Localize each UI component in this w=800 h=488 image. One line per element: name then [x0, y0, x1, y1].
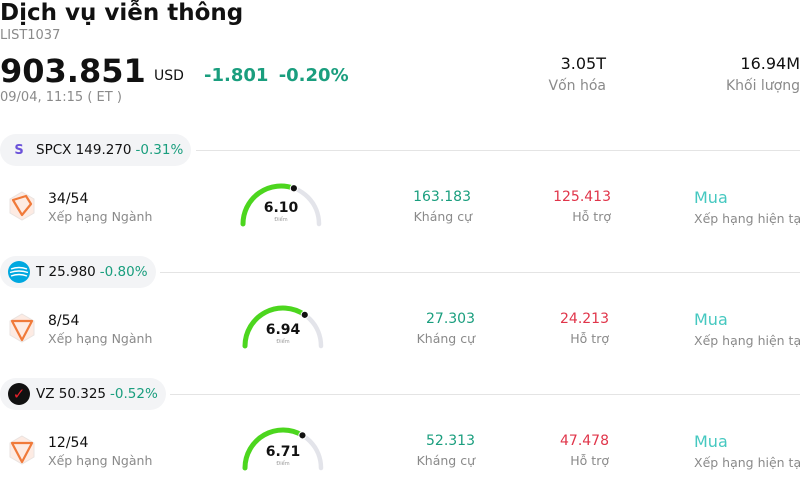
- gauge-score-label: Điểm: [276, 338, 289, 345]
- resistance-label: Kháng cự: [416, 453, 475, 468]
- gauge-score-value: 6.10: [264, 200, 299, 216]
- support-value: 125.413: [553, 189, 611, 205]
- rating-value: Mua: [694, 188, 728, 207]
- industry-rank-label: Xếp hạng Ngành: [48, 331, 153, 346]
- support-label: Hỗ trợ: [572, 209, 611, 224]
- price-change: -1.801 -0.20%: [204, 65, 349, 86]
- gauge-fill: [242, 427, 305, 471]
- industry-rank-icon: [9, 313, 35, 343]
- resistance-value: 52.313: [426, 433, 475, 449]
- stock-card[interactable]: S SPCX 149.270 -0.31% 34/54 Xếp hạng Ngà…: [0, 134, 800, 256]
- stock-symbol-price: SPCX 149.270: [36, 142, 132, 158]
- divider: [196, 150, 800, 151]
- gauge-indicator-dot: [300, 310, 309, 319]
- divider: [160, 272, 800, 273]
- change-value: -1.801: [204, 65, 269, 86]
- market-cap-label: Vốn hóa: [548, 78, 606, 94]
- support-label: Hỗ trợ: [570, 331, 609, 346]
- resistance-label: Kháng cự: [416, 331, 475, 346]
- industry-rank-label: Xếp hạng Ngành: [48, 453, 153, 468]
- stock-pill[interactable]: S SPCX 149.270 -0.31%: [0, 134, 192, 166]
- stock-pill[interactable]: T 25.980 -0.80%: [0, 256, 156, 288]
- rating-label: Xếp hạng hiện tại: [694, 455, 800, 470]
- att-globe-icon: [9, 262, 29, 282]
- spcx-logo-icon: S: [14, 142, 24, 158]
- support-label: Hỗ trợ: [570, 453, 609, 468]
- gauge-fill: [240, 183, 297, 227]
- price-currency: USD: [154, 68, 184, 84]
- price-timestamp: 09/04, 11:15 ( ET ): [0, 90, 122, 105]
- divider: [170, 394, 800, 395]
- market-cap-value: 3.05T: [560, 54, 606, 73]
- index-code: LIST1037: [0, 28, 61, 43]
- change-percent: -0.20%: [278, 65, 349, 86]
- gauge-score-value: 6.94: [266, 322, 301, 338]
- stock-change-pct: -0.31%: [135, 142, 184, 158]
- industry-rank-label: Xếp hạng Ngành: [48, 209, 153, 224]
- page-title: Dịch vụ viễn thông: [0, 0, 244, 26]
- resistance-value: 163.183: [413, 189, 471, 205]
- gauge-score-value: 6.71: [266, 444, 301, 460]
- rating-value: Mua: [694, 310, 728, 329]
- resistance-label: Kháng cự: [413, 209, 472, 224]
- volume-label: Khối lượng: [725, 78, 800, 94]
- support-value: 24.213: [560, 311, 609, 327]
- index-price: 903.851: [0, 52, 146, 90]
- industry-rank-value: 8/54: [48, 313, 80, 329]
- stock-change-pct: -0.80%: [99, 264, 148, 280]
- stock-card[interactable]: T 25.980 -0.80% 8/54 Xếp hạng Ngành 6.94…: [0, 256, 800, 378]
- industry-rank-value: 12/54: [48, 435, 89, 451]
- att-logo-icon: [8, 261, 30, 283]
- industry-rank-icon: [9, 435, 35, 465]
- stock-pill[interactable]: ✓ VZ 50.325 -0.52%: [0, 378, 166, 410]
- stock-card[interactable]: ✓ VZ 50.325 -0.52% 12/54 Xếp hạng Ngành …: [0, 378, 800, 488]
- stock-symbol-price: T 25.980: [36, 264, 96, 280]
- rating-label: Xếp hạng hiện tại: [694, 211, 800, 226]
- gauge-fill: [242, 305, 308, 349]
- stock-symbol-price: VZ 50.325: [36, 386, 107, 402]
- stock-change-pct: -0.52%: [110, 386, 158, 402]
- rating-label: Xếp hạng hiện tại: [694, 333, 800, 348]
- industry-rank-value: 34/54: [48, 191, 89, 207]
- resistance-value: 27.303: [426, 311, 475, 327]
- industry-rank-icon: [9, 191, 35, 221]
- gauge-indicator-dot: [289, 184, 298, 193]
- support-value: 47.478: [560, 433, 609, 449]
- rating-value: Mua: [694, 432, 728, 451]
- volume-value: 16.94M: [740, 54, 800, 73]
- gauge-score-label: Điểm: [274, 216, 287, 223]
- verizon-logo-icon: ✓: [8, 383, 30, 405]
- gauge-score-label: Điểm: [276, 460, 289, 467]
- gauge-indicator-dot: [298, 431, 307, 440]
